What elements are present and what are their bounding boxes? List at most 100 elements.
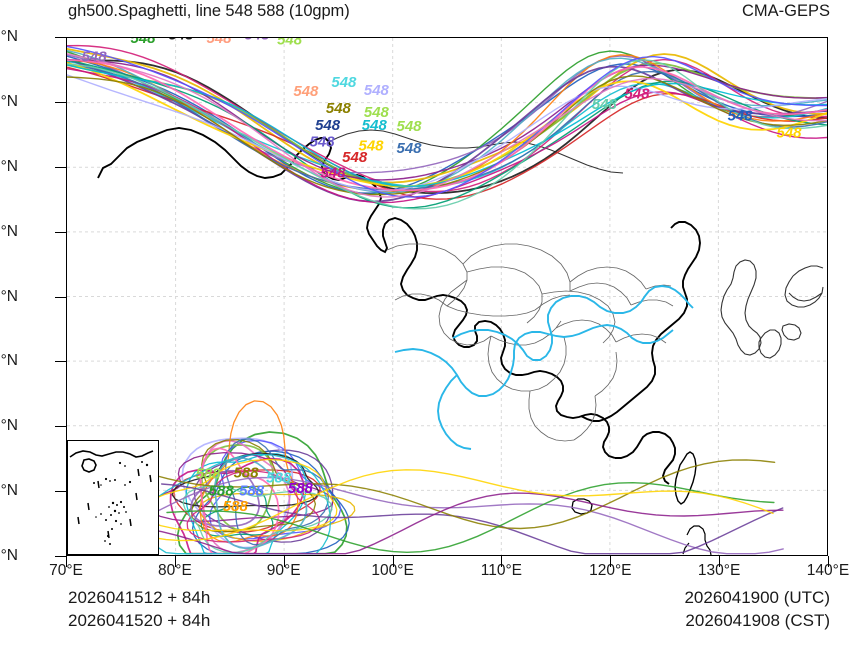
inset-islands <box>93 461 149 545</box>
china-coastline <box>615 431 676 485</box>
xtick-label: 140°E <box>806 562 850 579</box>
contour-588-member <box>190 439 317 533</box>
inset-hainan <box>81 458 97 473</box>
contour-label-548: 548 <box>364 82 390 99</box>
yangtze-river <box>394 324 674 397</box>
contour-588-member <box>199 447 280 555</box>
contour-label-548: 548 <box>277 38 303 49</box>
xtick-label: 120°E <box>589 562 632 579</box>
geography-layer <box>97 127 824 555</box>
ytick-mark <box>55 491 66 493</box>
contour-label-548: 548 <box>326 100 352 117</box>
contour-588-member <box>133 476 784 555</box>
footer-init-time-utc: 2026041512 + 84h <box>68 588 211 607</box>
xtick-mark <box>392 556 394 567</box>
footer-valid-time-utc: 2026041900 (UTC) <box>684 588 830 607</box>
ytick-mark <box>55 426 66 428</box>
ytick-label: 50°N <box>0 92 18 110</box>
contour-548-member <box>67 53 827 198</box>
contour-label-548: 548 <box>310 134 336 151</box>
contour-label-588: 588 <box>239 483 265 500</box>
contour-label-548: 548 <box>592 96 618 113</box>
ytick-label: 40°N <box>0 222 18 240</box>
contour-548-member <box>67 45 827 198</box>
ensemble-548-contours <box>67 44 827 210</box>
contour-label-548: 548 <box>244 38 270 43</box>
province-borders <box>386 243 674 442</box>
yangtze-upper <box>437 374 472 450</box>
yellow-river <box>452 285 694 361</box>
ytick-label: 45°N <box>0 157 18 175</box>
contour-label-548: 548 <box>342 149 368 166</box>
contour-label-548: 548 <box>315 117 341 134</box>
contour-label-548: 548 <box>206 38 232 47</box>
xtick-label: 100°E <box>371 562 414 579</box>
xtick-mark <box>501 556 503 567</box>
contour-label-588: 588 <box>266 470 292 487</box>
xtick-mark <box>66 556 67 567</box>
contour-588-member <box>214 457 308 550</box>
xtick-label: 80°E <box>158 562 192 579</box>
contour-548-member <box>67 48 827 184</box>
xtick-label: 70°E <box>49 562 83 579</box>
ytick-label: 35°N <box>0 287 18 305</box>
japan-honshu <box>784 265 824 308</box>
ytick-label: 20°N <box>0 482 18 500</box>
contour-548-member <box>67 68 827 204</box>
contour-label-548: 548 <box>293 83 319 100</box>
xtick-mark <box>719 556 721 567</box>
contour-588-member <box>152 459 776 530</box>
contour-label-548: 548 <box>82 48 108 65</box>
contour-label-548: 548 <box>362 117 388 134</box>
map-plot-area[interactable]: 548 548 548 548 548 548 548 548 548 548 548 548 548 5… <box>66 37 828 556</box>
contour-label-548: 548 <box>358 137 384 154</box>
xtick-mark <box>174 556 176 567</box>
ensemble-588-contours <box>132 400 784 555</box>
contour-588-member <box>208 439 342 540</box>
page-title: gh500.Spaghetti, line 548 588 (10gpm) <box>68 2 350 20</box>
contour-588-member <box>148 451 334 523</box>
contour-588-member <box>132 492 784 555</box>
contour-548-member <box>67 58 827 210</box>
ytick-label: 25°N <box>0 417 18 435</box>
ytick-mark <box>55 166 66 168</box>
contour-588-member <box>198 492 356 542</box>
contour-label-548: 548 <box>130 38 156 47</box>
xtick-label: 130°E <box>697 562 741 579</box>
south-china-sea-inset[interactable] <box>67 440 159 555</box>
taiwan-outline <box>674 451 697 505</box>
xtick-label: 110°E <box>480 562 523 579</box>
ytick-mark <box>55 231 66 233</box>
contour-label-548: 548 <box>168 38 194 43</box>
xtick-mark <box>610 556 612 567</box>
inset-map-svg <box>69 450 154 545</box>
inset-coastline <box>69 450 154 458</box>
contour-label-548: 548 <box>776 125 802 142</box>
footer-valid-time-cst: 2026041908 (CST) <box>685 611 830 630</box>
contour-label-588: 588 <box>234 464 260 481</box>
japan-kyushu <box>758 323 802 359</box>
contour-588-member <box>166 481 775 554</box>
ytick-label: 30°N <box>0 352 18 370</box>
contour-label-588: 588 <box>196 466 222 483</box>
contour-label-588: 588 <box>288 480 314 497</box>
xtick-mark <box>828 556 829 567</box>
contour-588-member <box>161 483 784 555</box>
contour-label-588: 588 <box>223 498 249 515</box>
model-label: CMA-GEPS <box>741 2 830 20</box>
contour-label-548: 548 <box>624 86 650 103</box>
contour-588-member <box>171 452 319 508</box>
contour-588-member <box>199 400 299 543</box>
xtick-mark <box>283 556 285 567</box>
ytick-label: 15°N <box>0 547 18 564</box>
ytick-mark <box>55 37 66 38</box>
ytick-mark <box>55 296 66 298</box>
contour-label-548: 548 <box>331 74 357 91</box>
north-borders <box>328 129 624 174</box>
korea-outline <box>720 259 762 356</box>
gridlines <box>67 38 827 555</box>
contour-548-member <box>67 75 827 196</box>
